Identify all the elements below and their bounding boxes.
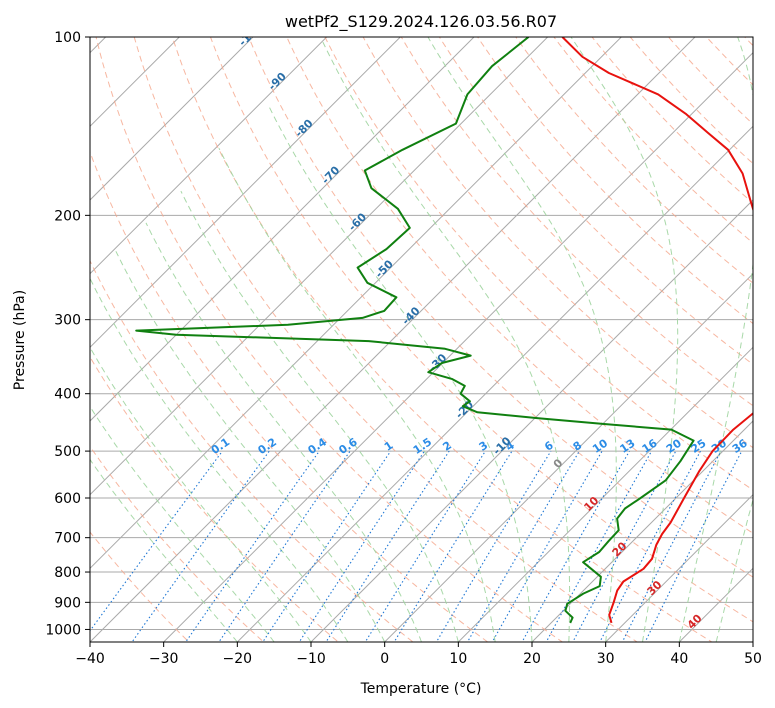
moist-adiabat-line <box>90 405 275 642</box>
moist-adiabat-line <box>570 37 679 642</box>
isotherm-line <box>90 37 623 570</box>
isotherm-line <box>383 272 753 642</box>
moist-adiabat-line <box>90 277 349 642</box>
isotherm-line <box>90 37 254 201</box>
dry-adiabat-line <box>667 37 753 125</box>
x-tick-label: 0 <box>380 651 389 667</box>
dry-adiabat-line <box>95 37 564 642</box>
dry-adiabat-line <box>362 37 753 449</box>
isotherm-line <box>604 493 753 642</box>
dry-adiabat-line <box>324 37 753 491</box>
isotherm-line <box>531 420 753 642</box>
y-tick-label: 200 <box>54 208 81 224</box>
x-tick-label: −30 <box>149 651 179 667</box>
mixing-ratio-line <box>435 450 552 642</box>
moist-adiabat-line <box>322 41 571 642</box>
y-tick-label: 600 <box>54 491 81 507</box>
mixing-ratio-line <box>466 450 580 642</box>
moist-adiabat-line <box>678 37 753 642</box>
dry-adiabat-line <box>629 37 753 165</box>
moist-adiabat-line <box>427 37 617 642</box>
isotherm-line <box>310 199 753 642</box>
moist-adiabat-line <box>267 104 533 642</box>
moist-adiabat-line <box>180 190 459 642</box>
isotherm-line <box>90 37 549 496</box>
dry-adiabat-line <box>477 37 753 325</box>
sounding-series <box>135 37 753 624</box>
mixing-ratio-line <box>298 450 425 642</box>
plot-frame <box>89 36 754 643</box>
isotherm-line <box>90 37 696 642</box>
temperature-profile-line <box>561 37 753 624</box>
x-tick-label: −40 <box>75 651 105 667</box>
x-axis-label: Temperature (°C) <box>360 681 482 697</box>
y-tick-label: 900 <box>54 595 81 611</box>
y-tick-label: 700 <box>54 531 81 547</box>
dry-adiabat-line <box>90 150 489 642</box>
mixing-ratio-line <box>262 450 392 642</box>
moist-adiabat-line <box>90 458 238 642</box>
y-tick-label: 1000 <box>45 622 81 638</box>
dry-adiabat-line <box>438 37 753 366</box>
y-tick-label: 400 <box>54 387 81 403</box>
x-tick-label: 30 <box>597 651 615 667</box>
dry-adiabat-line <box>248 37 753 578</box>
dry-adiabat-label: -100 <box>236 20 265 49</box>
moist-adiabat-line <box>145 222 422 642</box>
y-tick-label: 300 <box>54 313 81 329</box>
dry-adiabat-line <box>133 37 638 642</box>
y-axis: 100 200 300 400 500 600 700 800 900 1000 <box>45 30 90 638</box>
moist-adiabat-line <box>218 147 496 642</box>
y-tick-label: 100 <box>54 30 81 46</box>
isotherm-line <box>90 37 402 349</box>
isotherm-line <box>236 125 753 642</box>
isotherm-line <box>90 37 328 275</box>
isotherm-line <box>457 346 753 642</box>
dewpoint-profile-line <box>135 37 695 624</box>
dry-adiabat-line <box>171 37 713 642</box>
moist-adiabat-line <box>715 497 753 642</box>
dry-adiabat-line <box>90 259 414 642</box>
isotherm-line <box>90 37 475 422</box>
x-axis: −40 −30 −20 −10 0 10 20 30 40 50 <box>75 642 762 667</box>
dry-adiabat-line <box>90 445 265 642</box>
x-tick-label: 10 <box>449 651 467 667</box>
mixing-ratio-line <box>185 450 320 642</box>
y-axis-label: Pressure (hPa) <box>12 290 28 390</box>
mixing-ratio-line <box>644 450 743 642</box>
mixing-ratio-line <box>131 450 270 642</box>
moist-adiabat-line <box>115 251 386 642</box>
x-tick-label: −20 <box>223 651 253 667</box>
moist-adiabat-line <box>90 346 312 642</box>
isotherm-line <box>90 37 181 128</box>
mixing-ratio-line <box>491 450 603 642</box>
x-tick-label: 40 <box>670 651 688 667</box>
x-tick-label: −10 <box>296 651 326 667</box>
chart-title: wetPf2_S129.2024.126.03.56.R07 <box>285 12 557 32</box>
x-tick-label: 50 <box>744 651 762 667</box>
dry-adiabat-line <box>286 37 753 534</box>
mixing-ratio-line <box>545 450 653 642</box>
x-tick-label: 20 <box>523 651 541 667</box>
mixing-ratio-line <box>218 450 351 642</box>
y-tick-label: 800 <box>54 565 81 581</box>
y-tick-label: 500 <box>54 444 81 460</box>
background-guide-lines <box>90 37 753 642</box>
mixing-ratio-line <box>325 450 450 642</box>
